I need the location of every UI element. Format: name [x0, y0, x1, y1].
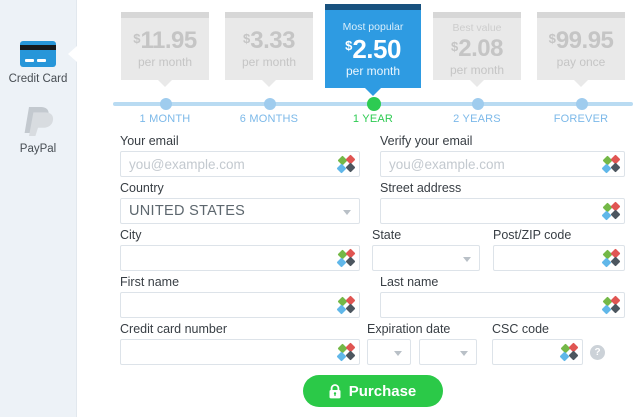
plan-card-1-month[interactable]: $11.95 per month: [121, 12, 209, 87]
country-value: UNITED STATES: [129, 203, 246, 219]
form-filler-diamonds-icon[interactable]: [559, 342, 579, 362]
duration-label-6-months[interactable]: 6 MONTHS: [239, 113, 299, 125]
form-filler-diamonds-icon[interactable]: [601, 201, 621, 221]
chevron-down-icon: [343, 210, 351, 215]
plan-term: pay once: [556, 55, 606, 69]
question-mark-icon[interactable]: ?: [590, 344, 605, 360]
currency-symbol: $: [133, 31, 141, 46]
plan-term: per month: [241, 55, 297, 69]
chevron-down-icon: [394, 351, 402, 356]
purchase-button-row: Purchase: [120, 375, 625, 407]
form-filler-diamonds-icon[interactable]: [336, 154, 356, 174]
city-label: City: [120, 228, 142, 242]
card-number-label: Credit card number: [120, 322, 227, 336]
plan-badge: Most popular: [342, 20, 404, 33]
email-input[interactable]: [120, 151, 360, 177]
lock-icon: [329, 383, 341, 398]
plan-cards-row: $11.95 per month $3.33 per month Most po…: [113, 4, 640, 96]
street-address-input[interactable]: [380, 198, 625, 224]
slider-dot-6-months[interactable]: [264, 98, 276, 110]
slider-dot-1-month[interactable]: [160, 98, 172, 110]
post-zip-label: Post/ZIP code: [493, 228, 572, 242]
plan-price: 2.50: [352, 33, 401, 64]
email-label: Your email: [120, 134, 179, 148]
csc-code-input[interactable]: [492, 339, 583, 365]
credit-card-icon: [20, 41, 56, 67]
paypal-icon: [24, 107, 54, 136]
sidebar-item-credit-card[interactable]: Credit Card: [0, 0, 76, 85]
sidebar-item-paypal[interactable]: PayPal: [0, 85, 76, 155]
first-name-label: First name: [120, 275, 180, 289]
card-number-input[interactable]: [120, 339, 360, 365]
plan-price: 99.95: [555, 27, 614, 54]
form-filler-diamonds-icon[interactable]: [336, 295, 356, 315]
chevron-down-icon: [463, 257, 471, 262]
currency-symbol: $: [451, 38, 459, 54]
billing-form: Your email Verify your email Country: [120, 134, 625, 407]
selected-method-notch: [68, 46, 77, 62]
expiration-year-select[interactable]: [419, 339, 477, 365]
plan-term: per month: [137, 55, 193, 69]
duration-label-2-years[interactable]: 2 YEARS: [453, 113, 501, 125]
verify-email-input[interactable]: [380, 151, 625, 177]
country-label: Country: [120, 181, 164, 195]
expiration-date-label: Expiration date: [367, 322, 451, 336]
currency-symbol: $: [345, 37, 353, 53]
slider-dot-2-years[interactable]: [472, 98, 484, 110]
plan-term: per month: [345, 63, 401, 78]
verify-email-label: Verify your email: [380, 134, 473, 148]
form-filler-diamonds-icon[interactable]: [336, 342, 356, 362]
country-select[interactable]: UNITED STATES: [120, 198, 360, 224]
slider-dot-forever[interactable]: [576, 98, 588, 110]
form-filler-diamonds-icon[interactable]: [601, 154, 621, 174]
state-label: State: [372, 228, 402, 242]
city-input[interactable]: [120, 245, 360, 271]
duration-labels-row: 1 MONTH 6 MONTHS 1 YEAR 2 YEARS FOREVER: [113, 113, 640, 125]
purchase-button[interactable]: Purchase: [302, 375, 443, 407]
street-address-label: Street address: [380, 181, 462, 195]
credit-card-label: Credit Card: [8, 73, 68, 85]
state-select[interactable]: [372, 245, 480, 271]
post-zip-input[interactable]: [493, 245, 625, 271]
plan-card-6-months[interactable]: $3.33 per month: [225, 12, 313, 87]
currency-symbol: $: [243, 31, 251, 46]
duration-label-forever[interactable]: FOREVER: [553, 113, 609, 125]
form-filler-diamonds-icon[interactable]: [601, 295, 621, 315]
slider-dot-1-year-active[interactable]: [367, 97, 381, 111]
plan-card-2-years[interactable]: Best value $2.08 per month: [433, 12, 521, 87]
last-name-label: Last name: [380, 275, 439, 289]
currency-symbol: $: [548, 31, 556, 46]
purchase-button-label: Purchase: [348, 382, 417, 400]
first-name-input[interactable]: [120, 292, 360, 318]
plan-price: 2.08: [458, 34, 503, 62]
plan-price: 11.95: [140, 27, 198, 54]
duration-slider: [113, 97, 633, 111]
plan-price: 3.33: [250, 27, 295, 54]
plan-badge: Best value: [452, 21, 502, 34]
checkout-panel: $11.95 per month $3.33 per month Most po…: [77, 0, 640, 417]
duration-label-1-month[interactable]: 1 MONTH: [139, 113, 191, 125]
form-filler-diamonds-icon[interactable]: [601, 248, 621, 268]
last-name-input[interactable]: [380, 292, 625, 318]
csc-code-label: CSC code: [492, 322, 549, 336]
plan-term: per month: [449, 62, 505, 77]
plan-card-1-year-selected[interactable]: Most popular $2.50 per month: [325, 4, 421, 96]
expiration-month-select[interactable]: [367, 339, 411, 365]
duration-label-1-year[interactable]: 1 YEAR: [352, 113, 394, 125]
paypal-label: PayPal: [19, 143, 57, 155]
form-filler-diamonds-icon[interactable]: [336, 248, 356, 268]
plan-card-forever[interactable]: $99.95 pay once: [537, 12, 625, 87]
chevron-down-icon: [460, 351, 468, 356]
payment-method-sidebar: Credit Card PayPal: [0, 0, 77, 417]
